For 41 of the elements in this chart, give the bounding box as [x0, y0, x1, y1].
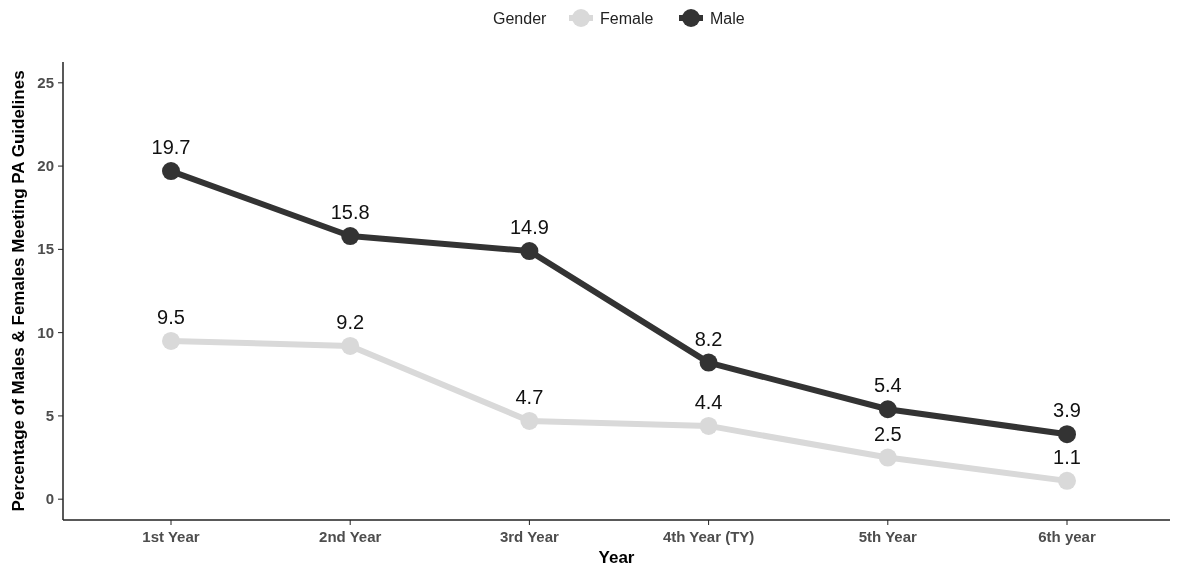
data-label: 4.7 [515, 385, 544, 408]
point [699, 416, 718, 435]
data-label: 8.2 [694, 327, 723, 350]
data-label: 19.7 [151, 136, 191, 159]
point [520, 242, 539, 261]
x-tick-label: 4th Year (TY) [662, 528, 755, 545]
data-label: 3.9 [1053, 399, 1081, 422]
data-label: 5.4 [873, 374, 902, 397]
data-label: 15.8 [330, 201, 370, 224]
point [878, 400, 897, 419]
y-tick-label: 15 [37, 240, 54, 258]
point [162, 162, 180, 181]
x-axis-title: Year [598, 548, 635, 567]
data-label: 2.5 [873, 422, 902, 445]
x-tick-label: 6th year [1038, 528, 1096, 545]
point [1058, 425, 1076, 444]
x-tick-label: 3rd Year [499, 528, 560, 545]
legend-title: Gender [493, 10, 548, 27]
data-label: 9.2 [336, 310, 365, 333]
y-tick-label: 20 [37, 157, 54, 175]
point [162, 331, 180, 350]
point [520, 411, 539, 430]
point [341, 336, 360, 355]
y-tick-label: 5 [45, 406, 54, 424]
data-label: 9.5 [157, 305, 185, 328]
y-tick-label: 0 [45, 490, 54, 508]
data-label: 4.4 [694, 390, 723, 413]
point [878, 448, 897, 467]
x-tick-label: 2nd Year [319, 528, 382, 545]
x-tick-label: 5th Year [858, 528, 917, 545]
data-label: 14.9 [509, 216, 549, 239]
y-axis-title: Percentage of Males & Females Meeting PA Guidelines [9, 70, 28, 512]
x-tick-label: 1st Year [142, 528, 200, 545]
y-tick-label: 10 [37, 323, 54, 341]
point [341, 227, 360, 246]
legend-label: Male [710, 10, 745, 27]
data-label: 1.1 [1053, 445, 1081, 468]
point [699, 353, 718, 372]
legend-label: Female [600, 10, 654, 27]
point [1058, 471, 1076, 490]
y-tick-label: 25 [37, 73, 54, 91]
